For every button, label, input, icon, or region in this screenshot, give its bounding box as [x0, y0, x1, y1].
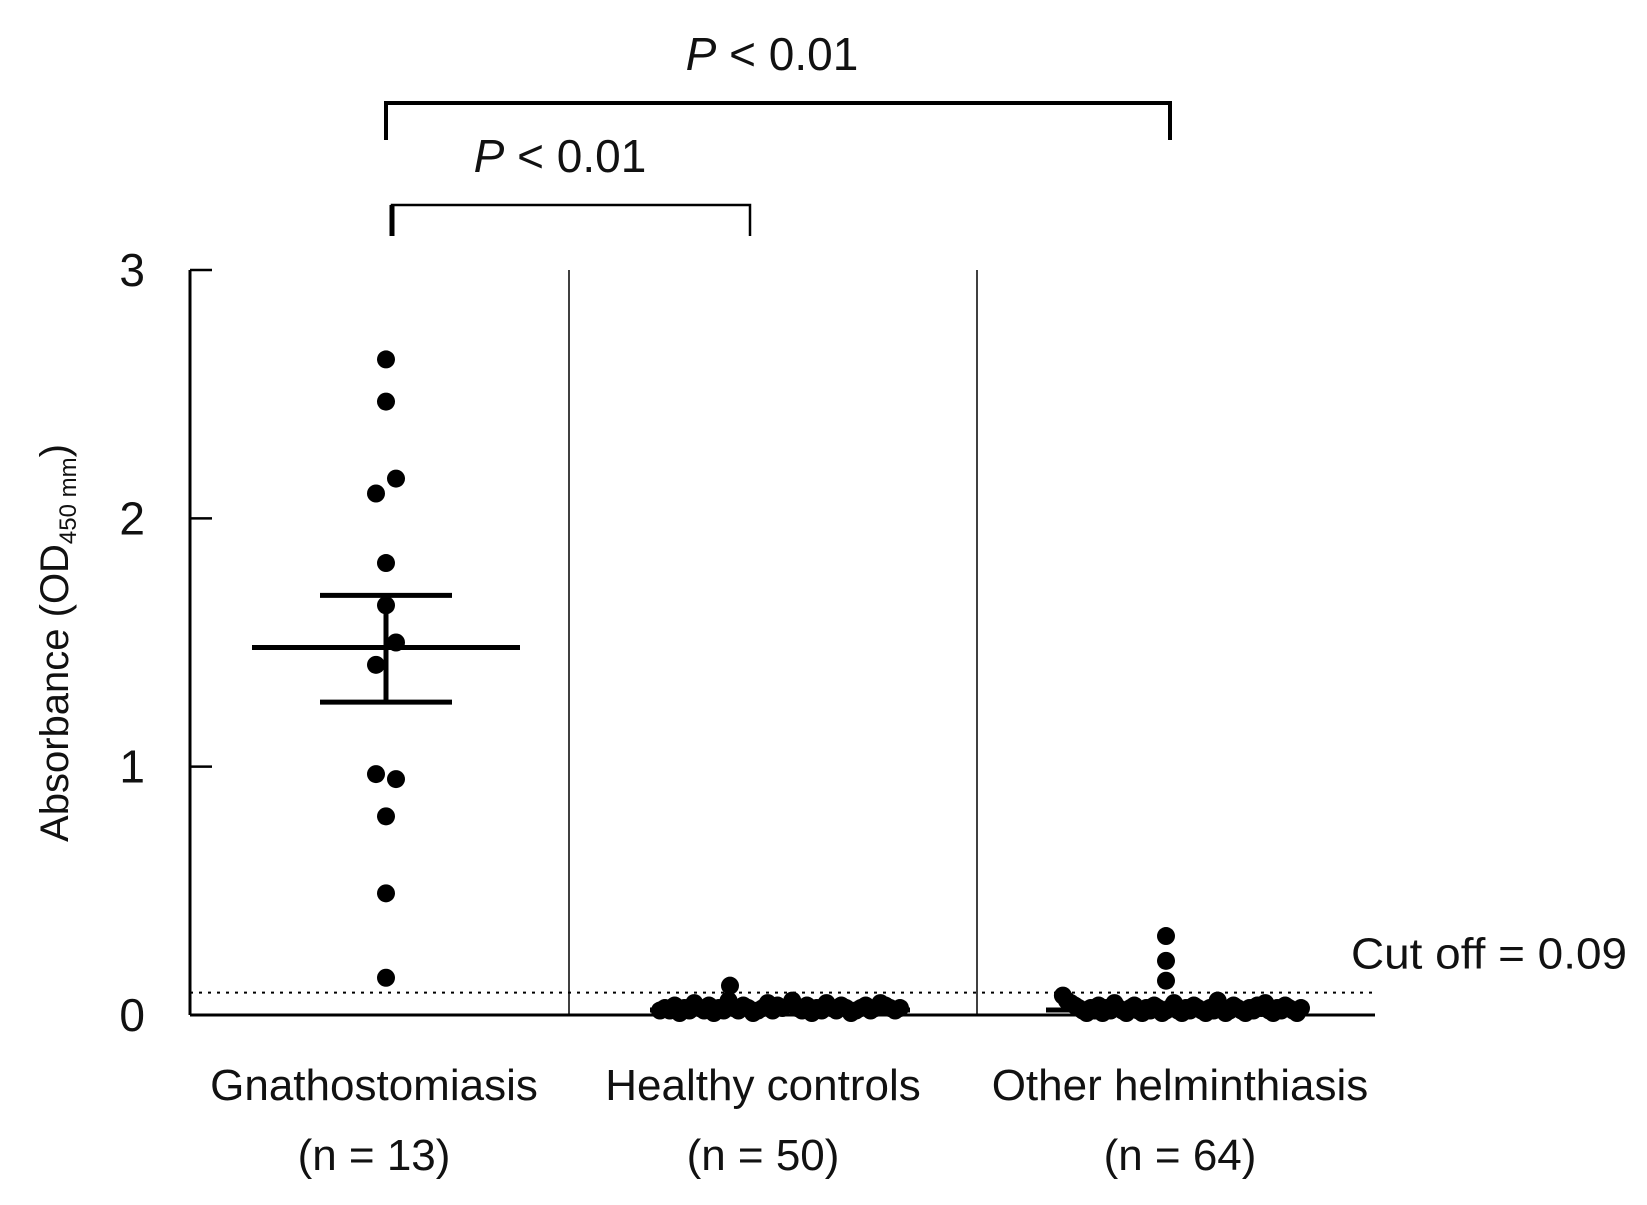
cutoff-label: Cut off = 0.09 [1351, 930, 1627, 979]
p-value-label: P < 0.01 [474, 130, 647, 182]
category-n-gnathostomiasis: (n = 13) [298, 1131, 451, 1180]
category-labels: Gnathostomiasis (n = 13) Healthy control… [210, 1061, 1368, 1180]
data-point [367, 484, 385, 503]
category-label-healthy-controls: Healthy controls [605, 1061, 920, 1110]
y-tick-label: 3 [119, 244, 145, 296]
mean-bars [252, 592, 1306, 1013]
data-points [367, 350, 1310, 1022]
data-point [387, 770, 405, 789]
y-tick-label: 1 [119, 741, 145, 793]
category-label-gnathostomiasis: Gnathostomiasis [210, 1061, 538, 1110]
data-point [377, 350, 395, 369]
category-n-other-helminthiasis: (n = 64) [1104, 1131, 1257, 1180]
significance-bracket-outer: P < 0.01 [384, 28, 1172, 140]
category-label-other-helminthiasis: Other helminthiasis [992, 1061, 1369, 1110]
data-point [367, 655, 385, 674]
data-point [1157, 951, 1175, 970]
y-tick-label: 2 [119, 492, 145, 544]
data-point [377, 884, 395, 903]
p-value-label: P < 0.01 [686, 28, 859, 80]
y-axis-label: Absorbance (OD450 mm) [33, 444, 82, 842]
data-point [377, 554, 395, 573]
significance-bracket-inner: P < 0.01 [389, 130, 752, 236]
data-point [377, 807, 395, 826]
data-point [367, 765, 385, 784]
y-tick-label: 0 [119, 989, 145, 1041]
data-point [1157, 971, 1175, 990]
data-point [721, 976, 739, 995]
data-point [377, 968, 395, 987]
data-point [1157, 927, 1175, 946]
y-ticks: 0 1 2 3 [119, 244, 212, 1041]
category-n-healthy-controls: (n = 50) [687, 1131, 840, 1180]
data-point [387, 469, 405, 488]
data-point [377, 392, 395, 411]
